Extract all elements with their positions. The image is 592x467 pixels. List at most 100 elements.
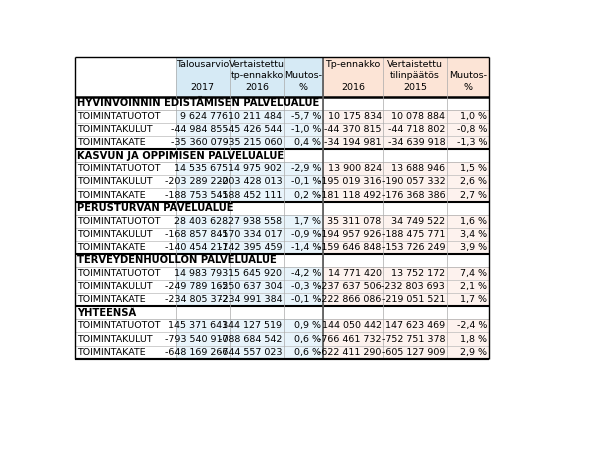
Text: -34 639 918: -34 639 918 [388, 138, 445, 147]
Bar [323, 110, 488, 123]
Text: Talousarvio: Talousarvio [176, 60, 229, 69]
Bar [75, 136, 175, 149]
Text: -752 751 378: -752 751 378 [382, 334, 445, 344]
Text: TOIMINTATUOTOT: TOIMINTATUOTOT [77, 112, 160, 121]
Text: -153 726 249: -153 726 249 [382, 243, 445, 252]
Text: 2016: 2016 [245, 83, 269, 92]
Bar [175, 293, 323, 306]
Text: TOIMINTAKULUT: TOIMINTAKULUT [77, 177, 153, 186]
Text: -0,1 %: -0,1 % [291, 295, 321, 304]
Text: TOIMINTAKULUT: TOIMINTAKULUT [77, 125, 153, 134]
Text: 147 623 469: 147 623 469 [385, 321, 445, 331]
Text: tp-ennakko: tp-ennakko [230, 71, 284, 80]
Bar [323, 241, 488, 254]
Text: -234 991 384: -234 991 384 [219, 295, 282, 304]
Text: -788 684 542: -788 684 542 [219, 334, 282, 344]
Bar [75, 215, 175, 228]
Text: %: % [463, 83, 472, 92]
Bar [323, 333, 488, 346]
Text: -190 057 332: -190 057 332 [382, 177, 445, 186]
Text: KASVUN JA OPPIMISEN PALVELUALUE: KASVUN JA OPPIMISEN PALVELUALUE [77, 151, 284, 161]
Text: -0,1 %: -0,1 % [291, 177, 321, 186]
Bar [175, 333, 323, 346]
Text: -203 428 013: -203 428 013 [219, 177, 282, 186]
Text: 2,1 %: 2,1 % [460, 282, 487, 291]
Text: 14 983 793: 14 983 793 [174, 269, 229, 278]
Bar [75, 241, 175, 254]
Text: TOIMINTAKATE: TOIMINTAKATE [77, 243, 146, 252]
Bar [75, 306, 488, 319]
Text: 15 645 920: 15 645 920 [229, 269, 282, 278]
Text: -2,4 %: -2,4 % [456, 321, 487, 331]
Text: -237 637 506: -237 637 506 [318, 282, 382, 291]
Text: -44 984 855: -44 984 855 [171, 125, 229, 134]
Bar [75, 319, 175, 333]
Text: -648 169 267: -648 169 267 [165, 347, 229, 357]
Text: 7,4 %: 7,4 % [460, 269, 487, 278]
Bar [175, 163, 323, 176]
Text: 0,2 %: 0,2 % [294, 191, 321, 199]
Text: -34 194 981: -34 194 981 [324, 138, 382, 147]
Bar [323, 176, 488, 189]
Text: Muutos-: Muutos- [449, 71, 487, 80]
Text: 14 771 420: 14 771 420 [328, 269, 382, 278]
Text: 13 900 824: 13 900 824 [327, 164, 382, 173]
Text: -142 395 459: -142 395 459 [219, 243, 282, 252]
Bar [75, 346, 175, 359]
Bar [175, 215, 323, 228]
Bar [323, 215, 488, 228]
Text: 27 938 558: 27 938 558 [229, 217, 282, 226]
Text: HYVINVOINNIN EDISTÄMISEN PALVELUALUE: HYVINVOINNIN EDISTÄMISEN PALVELUALUE [77, 99, 319, 108]
Bar [75, 123, 175, 136]
Text: -232 803 693: -232 803 693 [381, 282, 445, 291]
Text: 1,0 %: 1,0 % [460, 112, 487, 121]
Text: 1,6 %: 1,6 % [460, 217, 487, 226]
Text: 10 211 484: 10 211 484 [229, 112, 282, 121]
Text: TOIMINTAKULUT: TOIMINTAKULUT [77, 282, 153, 291]
Text: -219 051 521: -219 051 521 [382, 295, 445, 304]
Text: -1,0 %: -1,0 % [291, 125, 321, 134]
Bar [175, 176, 323, 189]
Text: -766 461 732: -766 461 732 [318, 334, 382, 344]
Text: TOIMINTATUOTOT: TOIMINTATUOTOT [77, 217, 160, 226]
Text: -181 118 492: -181 118 492 [318, 191, 382, 199]
Bar [75, 202, 488, 215]
Text: TOIMINTAKULUT: TOIMINTAKULUT [77, 230, 153, 239]
Bar [323, 319, 488, 333]
Text: -793 540 910: -793 540 910 [165, 334, 229, 344]
Text: Vertaistettu: Vertaistettu [387, 60, 443, 69]
Text: 145 371 643: 145 371 643 [168, 321, 229, 331]
Text: TOIMINTAKATE: TOIMINTAKATE [77, 191, 146, 199]
Text: 2,7 %: 2,7 % [460, 191, 487, 199]
Text: -605 127 909: -605 127 909 [382, 347, 445, 357]
Text: Vertaistettu: Vertaistettu [229, 60, 285, 69]
Bar [75, 267, 175, 280]
Text: -170 334 017: -170 334 017 [219, 230, 282, 239]
Text: -140 454 217: -140 454 217 [165, 243, 229, 252]
Text: -250 637 304: -250 637 304 [219, 282, 282, 291]
Text: -644 557 023: -644 557 023 [219, 347, 282, 357]
Text: -188 475 771: -188 475 771 [382, 230, 445, 239]
Text: 0,6 %: 0,6 % [294, 347, 321, 357]
Bar [323, 267, 488, 280]
Text: -159 646 848: -159 646 848 [318, 243, 382, 252]
Text: -188 753 545: -188 753 545 [165, 191, 229, 199]
Bar [75, 176, 175, 189]
Text: -0,3 %: -0,3 % [291, 282, 321, 291]
Text: -176 368 386: -176 368 386 [382, 191, 445, 199]
Text: 2015: 2015 [403, 83, 427, 92]
Text: -35 360 079: -35 360 079 [170, 138, 229, 147]
Text: -4,2 %: -4,2 % [291, 269, 321, 278]
Text: PERUSTURVAN PAVELUALUE: PERUSTURVAN PAVELUALUE [77, 203, 234, 213]
Text: TOIMINTAKATE: TOIMINTAKATE [77, 295, 146, 304]
Text: -249 789 165: -249 789 165 [165, 282, 229, 291]
Text: 144 127 519: 144 127 519 [223, 321, 282, 331]
Bar [75, 228, 175, 241]
Bar [75, 254, 488, 267]
Text: -0,9 %: -0,9 % [291, 230, 321, 239]
Bar [175, 136, 323, 149]
Text: -203 289 220: -203 289 220 [165, 177, 229, 186]
Text: Muutos-: Muutos- [284, 71, 323, 80]
Text: TOIMINTATUOTOT: TOIMINTATUOTOT [77, 164, 160, 173]
Bar [323, 123, 488, 136]
